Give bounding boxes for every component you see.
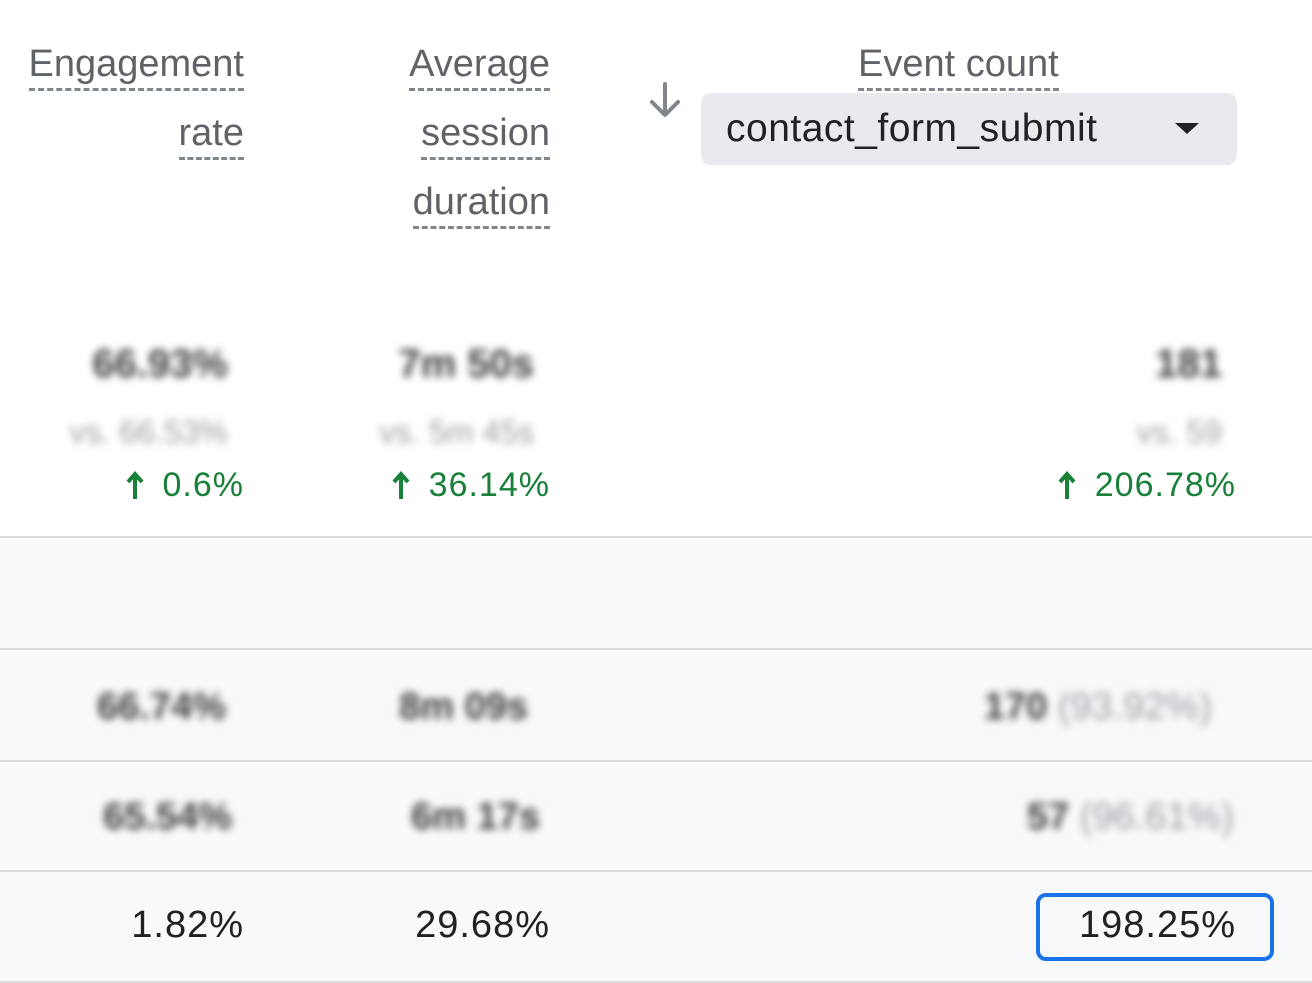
header-average-session-duration[interactable]: Average session duration bbox=[409, 34, 550, 241]
header-engagement-rate-line2: rate bbox=[178, 109, 244, 160]
header-engagement-rate[interactable]: Engagement rate bbox=[28, 34, 244, 172]
header-avg-line1: Average bbox=[409, 40, 550, 91]
header-event-count-label: Event count bbox=[858, 40, 1059, 91]
change-engagement-rate: 0.6% bbox=[125, 466, 245, 505]
dropdown-caret-icon bbox=[1175, 123, 1199, 134]
compare-event-count: vs. 59 bbox=[1136, 414, 1222, 450]
header-avg-line2: session bbox=[421, 109, 550, 160]
table-row-percent-change[interactable]: 1.82% 29.68% 198.25% bbox=[0, 872, 1312, 983]
table-row[interactable]: 66.74% 8m 09s 170 (93.92%) bbox=[0, 650, 1312, 762]
total-event-count: 181 bbox=[1155, 342, 1222, 386]
cell-event-count-value: 57 bbox=[1026, 796, 1070, 838]
header-engagement-rate-line1: Engagement bbox=[28, 40, 244, 91]
arrow-up-icon bbox=[392, 470, 410, 499]
arrow-down-icon[interactable] bbox=[646, 80, 684, 120]
compare-engagement-rate: vs. 66.53% bbox=[69, 414, 228, 450]
header-avg-line3: duration bbox=[412, 178, 550, 229]
arrow-up-icon bbox=[1058, 470, 1076, 499]
cell-avg-session-duration: 6m 17s bbox=[411, 796, 540, 838]
cell-event-count: 170 (93.92%) bbox=[984, 686, 1212, 729]
change-avg-session-duration: 36.14% bbox=[391, 466, 550, 505]
total-engagement-rate: 66.93% bbox=[92, 342, 228, 386]
compare-avg-session-duration: vs. 5m 45s bbox=[379, 414, 534, 450]
cell-engagement-rate-change: 1.82% bbox=[131, 904, 244, 946]
cell-avg-session-duration-change: 29.68% bbox=[415, 904, 550, 946]
header-event-count[interactable]: Event count bbox=[858, 34, 1059, 103]
table-row[interactable]: 65.54% 6m 17s 57 (96.61%) bbox=[0, 762, 1312, 872]
change-avg-session-duration-value: 36.14% bbox=[428, 466, 550, 504]
total-avg-session-duration: 7m 50s bbox=[398, 342, 534, 386]
cell-engagement-rate: 65.54% bbox=[103, 796, 232, 838]
table-row-empty bbox=[0, 536, 1312, 650]
change-event-count: 206.78% bbox=[1057, 466, 1236, 505]
cell-event-share: (93.92%) bbox=[1057, 686, 1212, 728]
event-selector-dropdown[interactable]: contact_form_submit bbox=[701, 93, 1237, 165]
cell-event-count: 57 (96.61%) bbox=[1027, 796, 1234, 839]
cell-event-share: (96.61%) bbox=[1079, 796, 1234, 838]
cell-engagement-rate: 66.74% bbox=[97, 686, 226, 728]
highlight-box bbox=[1036, 893, 1274, 961]
change-event-count-value: 206.78% bbox=[1094, 466, 1236, 504]
change-engagement-rate-value: 0.6% bbox=[162, 466, 244, 504]
cell-event-count-value: 170 bbox=[983, 686, 1048, 728]
cell-avg-session-duration: 8m 09s bbox=[399, 686, 528, 728]
arrow-up-icon bbox=[125, 470, 144, 499]
cell-event-count-change: 198.25% bbox=[1078, 904, 1236, 946]
event-selector-value: contact_form_submit bbox=[726, 107, 1098, 150]
